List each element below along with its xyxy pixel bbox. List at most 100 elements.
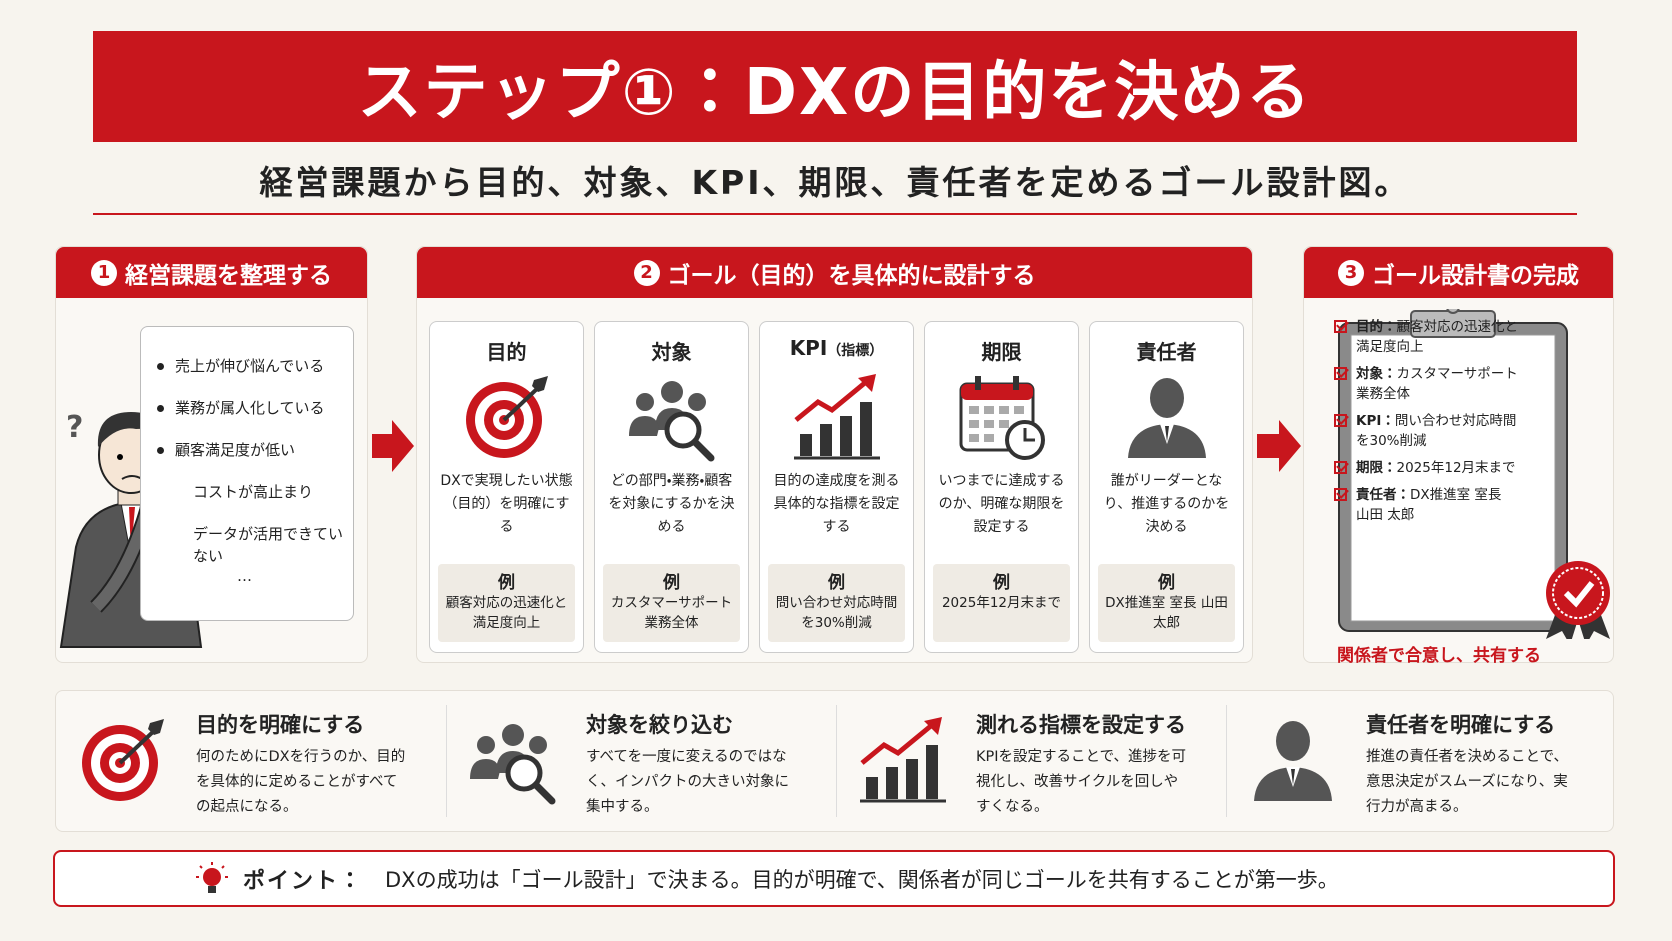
example-box: 例 DX推進室 室長 山田 太郎 bbox=[1098, 564, 1235, 642]
summary-text: すべてを一度に変えるのではなく、インパクトの大きい対象に集中する。 bbox=[586, 749, 789, 815]
summary-text: KPIを設定することで、進捗を可視化し、改善サイクルを回しやすくなる。 bbox=[976, 749, 1187, 815]
check-text: カスタマーサポート業務全体 bbox=[1356, 366, 1518, 402]
arrow bbox=[1257, 420, 1301, 472]
check-text: 顧客対応の迅速化と満足度向上 bbox=[1356, 319, 1518, 355]
check-item: KPI：問い合わせ対応時間を30%削減 bbox=[1334, 411, 1519, 451]
svg-text:?: ? bbox=[66, 410, 83, 445]
summary-item: 目的を明確にする何のためにDXを行うのか、目的を具体的に定めることがすべての起点… bbox=[56, 691, 446, 833]
card-description: 誰がリーダーとなり、推進するのかを決める bbox=[1103, 473, 1230, 535]
example-text: 顧客対応の迅速化と満足度向上 bbox=[445, 595, 568, 631]
issue-bubble: 売上が伸び悩んでいる 業務が属人化している 顧客満足度が低い コストが高止まり データが… bbox=[140, 326, 354, 621]
bulb-icon bbox=[196, 862, 228, 893]
check-label: 目的： bbox=[1356, 319, 1397, 335]
card-icon bbox=[627, 372, 717, 462]
issue: 業務が属人化している bbox=[157, 397, 347, 419]
summary-item: 対象を絞り込むすべてを一度に変えるのではなく、インパクトの大きい対象に集中する。 bbox=[446, 691, 836, 833]
caption: 関係者で合意し、共有する bbox=[1337, 646, 1541, 666]
section-issues: 1 経営課題を整理する ? 売上が伸び悩んでいる 業務が属人化している 顧客満足度が低… bbox=[55, 246, 368, 663]
example-text: 問い合わせ対応時間を30%削減 bbox=[775, 595, 898, 631]
example-box: 例顧客対応の迅速化と満足度向上 bbox=[438, 564, 575, 642]
card-title: 期限 bbox=[925, 336, 1078, 365]
check-item: 期限：2025年12月末まで bbox=[1334, 458, 1519, 478]
card-title-text: 対象 bbox=[651, 340, 692, 364]
arrow bbox=[372, 420, 414, 472]
summary-title: 目的を明確にする bbox=[196, 713, 365, 737]
card-title-text: 期限 bbox=[981, 340, 1022, 364]
example-label: 例 bbox=[663, 573, 680, 593]
example-text: 2025年12月末まで bbox=[941, 595, 1062, 611]
example-label: 例 bbox=[498, 573, 515, 593]
example-label: 例 bbox=[828, 573, 845, 593]
summary-title: 測れる指標を設定する bbox=[976, 713, 1186, 737]
goal-card: 目的 DXで実現したい状態（目的）を明確にする例顧客対応の迅速化と満足度向上 bbox=[429, 321, 584, 653]
section-header: 2 ゴール（目的）を具体的に設計する bbox=[417, 247, 1252, 298]
card-icon bbox=[957, 372, 1047, 462]
card-description: どの部門・業務・顧客を対象にするかを決める bbox=[608, 473, 735, 535]
section-header: 3 ゴール設計書の完成 bbox=[1304, 247, 1613, 298]
summary-icon bbox=[468, 715, 558, 805]
point-label: ポイント： bbox=[243, 868, 364, 894]
section-number: 2 bbox=[633, 259, 660, 286]
card-description: DXで実現したい状態（目的）を明確にする bbox=[440, 473, 573, 535]
example-box: 例カスタマーサポート業務全体 bbox=[603, 564, 740, 642]
separator bbox=[1226, 705, 1227, 817]
summary-text: 何のためにDXを行うのか、目的を具体的に定めることがすべての起点になる。 bbox=[196, 749, 406, 815]
section-title: ゴール（目的）を具体的に設計する bbox=[667, 262, 1036, 289]
summary-title: 対象を絞り込む bbox=[586, 713, 733, 737]
goal-card: 責任者誰がリーダーとなり、推進するのかを決める例 DX推進室 室長 山田 太郎 bbox=[1089, 321, 1244, 653]
example-label: 例 bbox=[1158, 573, 1175, 593]
summary-icon bbox=[78, 715, 168, 805]
goal-card: KPI（指標） 目的の達成度を測る具体的な指標を設定する例問い合わせ対応時間を30… bbox=[759, 321, 914, 653]
check-label: 責任者： bbox=[1356, 487, 1410, 503]
check-text: DX推進室 室長 山田 太郎 bbox=[1356, 487, 1502, 523]
check-label: 期限： bbox=[1356, 460, 1397, 476]
check-item: 目的：顧客対応の迅速化と満足度向上 bbox=[1334, 317, 1519, 357]
summary-item: 責任者を明確にする推進の責任者を決めることで、意思決定がスムーズになり、実行力が… bbox=[1226, 691, 1616, 833]
point-text: DXの成功は「ゴール設計」で決まる。目的が明確で、関係者が同じゴールを共有するこ… bbox=[385, 867, 1339, 892]
section-title: ゴール設計書の完成 bbox=[1372, 262, 1579, 289]
card-title-text: 責任者 bbox=[1136, 340, 1197, 364]
check-text: 問い合わせ対応時間を30%削減 bbox=[1356, 413, 1517, 449]
section-number: 3 bbox=[1338, 259, 1364, 286]
summary-item: 測れる指標を設定する KPIを設定することで、進捗を可視化し、改善サイクルを回しや… bbox=[836, 691, 1226, 833]
issue: 売上が伸び悩んでいる bbox=[157, 355, 347, 377]
example-text: DX推進室 室長 山田 太郎 bbox=[1105, 595, 1228, 631]
separator bbox=[446, 705, 447, 817]
issue: 顧客満足度が低い bbox=[157, 439, 347, 461]
card-title-note: （指標） bbox=[827, 343, 884, 359]
summary: 目的を明確にする何のためにDXを行うのか、目的を具体的に定めることがすべての起点… bbox=[55, 690, 1614, 832]
card-description: 目的の達成度を測る具体的な指標を設定する bbox=[773, 473, 900, 535]
section-design: 2 ゴール（目的）を具体的に設計する 目的 DXで実現したい状態（目的）を明確にする… bbox=[416, 246, 1253, 663]
example-label: 例 bbox=[993, 573, 1010, 593]
section-number: 1 bbox=[91, 259, 117, 286]
summary-icon bbox=[858, 715, 948, 805]
issue: コストが高止まり bbox=[193, 483, 314, 501]
example-text: カスタマーサポート業務全体 bbox=[610, 595, 733, 631]
title: ステップ①：DXの目的を決める bbox=[93, 31, 1577, 142]
card-title: 責任者 bbox=[1090, 336, 1243, 365]
check-label: KPI： bbox=[1356, 413, 1395, 429]
divider bbox=[93, 213, 1577, 215]
card-title: KPI（指標） bbox=[760, 336, 913, 360]
card-icon bbox=[462, 372, 552, 462]
summary-icon bbox=[1248, 715, 1338, 805]
section-result: 3 ゴール設計書の完成 目的：顧客対応の迅速化と満足度向上 対象：カスタマーサポート… bbox=[1303, 246, 1614, 666]
goal-card: 期限いつまでに達成するのか、明確な期限を設定する例 2025年12月末まで bbox=[924, 321, 1079, 653]
card-title-text: 目的 bbox=[486, 340, 527, 364]
separator bbox=[836, 705, 837, 817]
example-box: 例問い合わせ対応時間を30%削減 bbox=[768, 564, 905, 642]
summary-text: 推進の責任者を決めることで、意思決定がスムーズになり、実行力が高まる。 bbox=[1366, 749, 1568, 815]
check-item: 責任者：DX推進室 室長 山田 太郎 bbox=[1334, 485, 1519, 525]
card-title-text: KPI bbox=[789, 336, 828, 360]
example-box: 例 2025年12月末まで bbox=[933, 564, 1070, 642]
section-header: 1 経営課題を整理する bbox=[56, 247, 367, 298]
check-text: 2025年12月末まで bbox=[1396, 460, 1516, 476]
checklist: 目的：顧客対応の迅速化と満足度向上 対象：カスタマーサポート業務全体 KPI：問い合… bbox=[1334, 317, 1564, 557]
goal-card: 対象どの部門・業務・顧客を対象にするかを決める例カスタマーサポート業務全体 bbox=[594, 321, 749, 653]
card-description: いつまでに達成するのか、明確な期限を設定する bbox=[938, 473, 1065, 535]
summary-title: 責任者を明確にする bbox=[1366, 713, 1556, 737]
check-label: 対象： bbox=[1356, 366, 1397, 382]
check-item: 対象：カスタマーサポート業務全体 bbox=[1334, 364, 1519, 404]
card-icon bbox=[792, 372, 882, 462]
